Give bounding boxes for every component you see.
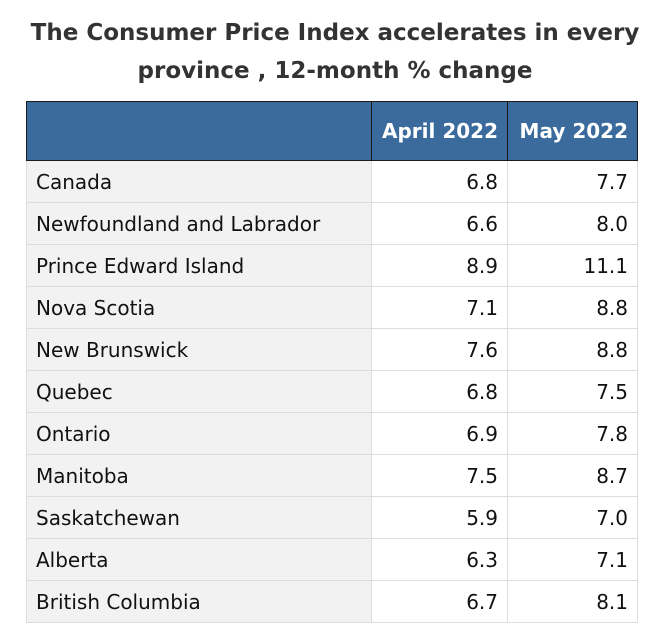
table-row: New Brunswick 7.6 8.8 — [26, 328, 638, 371]
table-row: Alberta 6.3 7.1 — [26, 538, 638, 581]
table-row: Canada 6.8 7.7 — [26, 160, 638, 203]
may-value: 7.1 — [507, 538, 638, 581]
row-label: Manitoba — [26, 454, 372, 497]
april-value: 6.6 — [371, 202, 508, 245]
april-value: 6.8 — [371, 160, 508, 203]
row-label: Canada — [26, 160, 372, 203]
row-label: Newfoundland and Labrador — [26, 202, 372, 245]
may-value: 7.8 — [507, 412, 638, 455]
row-label: Prince Edward Island — [26, 244, 372, 287]
april-value: 7.5 — [371, 454, 508, 497]
title-line-2: province , 12-month % change — [137, 58, 533, 84]
may-value: 7.7 — [507, 160, 638, 203]
header-april-2022: April 2022 — [371, 101, 508, 161]
row-label: British Columbia — [26, 580, 372, 623]
row-label: Saskatchewan — [26, 496, 372, 539]
row-label: Alberta — [26, 538, 372, 581]
table-row: Prince Edward Island 8.9 11.1 — [26, 244, 638, 287]
header-may-2022: May 2022 — [507, 101, 638, 161]
april-value: 7.6 — [371, 328, 508, 371]
may-value: 8.8 — [507, 286, 638, 329]
may-value: 7.5 — [507, 370, 638, 413]
cpi-table: April 2022 May 2022 Canada 6.8 7.7 Newfound… — [26, 101, 638, 623]
table-title: The Consumer Price Index accelerates in … — [0, 14, 670, 90]
table-row: Quebec 6.8 7.5 — [26, 370, 638, 413]
header-blank — [26, 101, 372, 161]
april-value: 8.9 — [371, 244, 508, 287]
title-line-1: The Consumer Price Index accelerates in … — [30, 20, 640, 46]
row-label: Ontario — [26, 412, 372, 455]
row-label: Nova Scotia — [26, 286, 372, 329]
table-row: Saskatchewan 5.9 7.0 — [26, 496, 638, 539]
table-row: Manitoba 7.5 8.7 — [26, 454, 638, 497]
may-value: 11.1 — [507, 244, 638, 287]
april-value: 6.8 — [371, 370, 508, 413]
may-value: 8.7 — [507, 454, 638, 497]
header-row: April 2022 May 2022 — [26, 101, 638, 161]
april-value: 6.3 — [371, 538, 508, 581]
april-value: 6.9 — [371, 412, 508, 455]
table-row: British Columbia 6.7 8.1 — [26, 580, 638, 623]
may-value: 8.1 — [507, 580, 638, 623]
table-row: Ontario 6.9 7.8 — [26, 412, 638, 455]
table-row: Newfoundland and Labrador 6.6 8.0 — [26, 202, 638, 245]
table-body: Canada 6.8 7.7 Newfoundland and Labrador 6.6… — [26, 160, 638, 623]
april-value: 5.9 — [371, 496, 508, 539]
may-value: 8.8 — [507, 328, 638, 371]
may-value: 7.0 — [507, 496, 638, 539]
row-label: New Brunswick — [26, 328, 372, 371]
may-value: 8.0 — [507, 202, 638, 245]
april-value: 6.7 — [371, 580, 508, 623]
table-row: Nova Scotia 7.1 8.8 — [26, 286, 638, 329]
row-label: Quebec — [26, 370, 372, 413]
april-value: 7.1 — [371, 286, 508, 329]
